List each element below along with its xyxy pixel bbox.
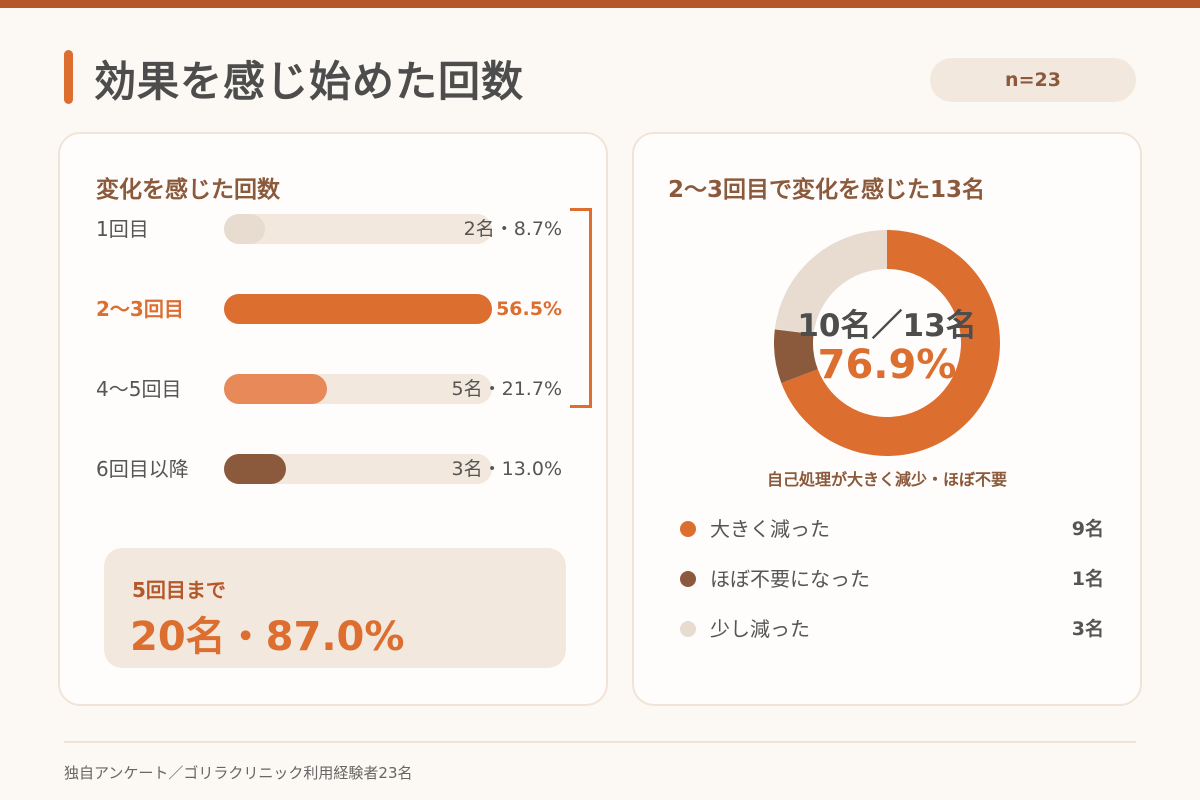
legend-value: 3名 xyxy=(1071,618,1104,640)
legend-swatch xyxy=(680,571,696,587)
legend-swatch xyxy=(680,621,696,637)
legend-value: 1名 xyxy=(1071,568,1104,590)
legend-item: ほぼ不要になった 1名 xyxy=(680,564,1104,594)
bar-track xyxy=(224,294,492,324)
bar-chart-title: 変化を感じた回数 xyxy=(96,177,280,203)
bar-value-label: 2名・8.7% xyxy=(463,218,562,240)
donut-slice xyxy=(774,329,818,384)
legend-value: 9名 xyxy=(1071,518,1104,540)
bar xyxy=(224,294,492,324)
cumulative-bracket xyxy=(570,208,592,408)
bar-chart-card: 変化を感じた回数 1回目 2名・8.7% 2〜3回目 56.5% 4〜5回目 5名・21.… xyxy=(58,132,608,706)
footer-divider xyxy=(64,741,1136,743)
legend-item: 少し減った 3名 xyxy=(680,614,1104,644)
bar-row: 6回目以降 3名・13.0% xyxy=(60,452,610,486)
bar-row: 1回目 2名・8.7% xyxy=(60,212,610,246)
page-title: 効果を感じ始めた回数 xyxy=(94,57,525,106)
bar-value-label: 56.5% xyxy=(496,298,562,320)
legend-swatch xyxy=(680,521,696,537)
bar-row: 4〜5回目 5名・21.7% xyxy=(60,372,610,406)
bar-track xyxy=(224,454,492,484)
top-accent-bar xyxy=(0,0,1200,8)
title-accent-mark xyxy=(64,50,73,104)
donut-center-percent: 76.9% xyxy=(817,342,957,388)
donut-caption: 自己処理が大きく減少・ほぼ不要 xyxy=(766,470,1007,489)
cumulative-summary: 5回目まで 20名・87.0% xyxy=(104,548,566,668)
summary-label: 5回目まで xyxy=(132,578,226,602)
legend-item: 大きく減った 9名 xyxy=(680,514,1104,544)
bar xyxy=(224,454,286,484)
bar-category-label: 2〜3回目 xyxy=(96,297,184,321)
donut-chart-title: 2〜3回目で変化を感じた13名 xyxy=(668,177,986,203)
bar-value-label: 5名・21.7% xyxy=(451,378,562,400)
donut-center-count: 10名／13名 xyxy=(797,308,977,344)
legend-label: 大きく減った xyxy=(710,517,830,541)
source-note: 独自アンケート／ゴリラクリニック利用経験者23名 xyxy=(64,764,413,782)
summary-value: 20名・87.0% xyxy=(130,614,405,660)
bar-value-label: 3名・13.0% xyxy=(451,458,562,480)
bar-row: 2〜3回目 56.5% xyxy=(60,292,610,326)
bar-category-label: 6回目以降 xyxy=(96,457,189,481)
donut-slice xyxy=(781,230,1000,456)
bar-track xyxy=(224,214,492,244)
bar-track xyxy=(224,374,492,404)
bar xyxy=(224,374,327,404)
donut-chart xyxy=(774,230,1000,456)
bar-category-label: 4〜5回目 xyxy=(96,377,182,401)
bar-category-label: 1回目 xyxy=(96,217,149,241)
legend-label: ほぼ不要になった xyxy=(710,567,870,591)
legend-label: 少し減った xyxy=(710,617,810,641)
donut-chart-card: 2〜3回目で変化を感じた13名 10名／13名 76.9% 自己処理が大きく減少… xyxy=(632,132,1142,706)
donut-slice xyxy=(774,230,887,335)
bar xyxy=(224,214,266,244)
sample-size-badge: n=23 xyxy=(930,58,1136,102)
